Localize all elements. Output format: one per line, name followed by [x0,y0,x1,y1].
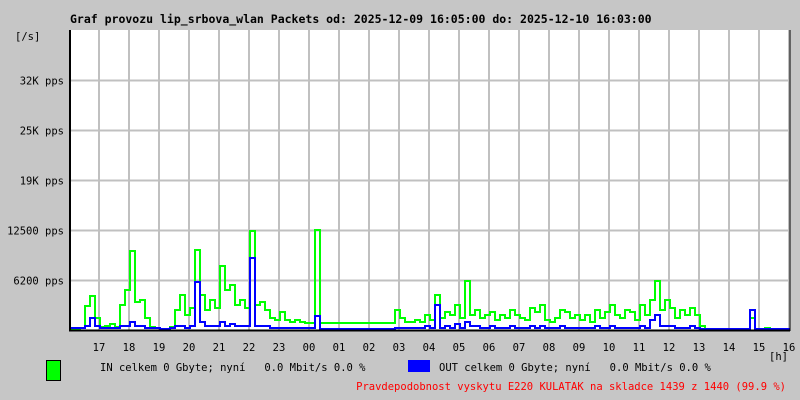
x-tick-label: 05 [453,342,466,354]
x-tick-label: 14 [723,342,736,354]
x-tick-label: 12 [663,342,676,354]
x-tick-label: 09 [573,342,586,354]
legend-out-label: OUT celkem 0 Gbyte; nyní 0.0 Mbit/s 0.0 … [439,362,712,374]
legend-in-swatch [46,360,61,381]
x-tick-label: 06 [483,342,496,354]
y-tick-label: 19K pps [20,176,64,188]
y-tick-labels: 6200 pps 12500 pps 19K pps 25K pps 32K pps [7,76,64,288]
x-tick-label: 00 [303,342,316,354]
x-tick-label: 17 [93,342,106,354]
x-tick-label: 11 [633,342,646,354]
y-tick-label: 6200 pps [13,276,64,288]
series-group [70,229,790,330]
x-tick-label: 01 [333,342,346,354]
y-tick-label: 25K pps [20,126,64,138]
chart-title: Graf provozu lip_srbova_wlan Packets od:… [70,12,652,27]
x-tick-label: 20 [183,342,196,354]
series-in-line [70,229,790,330]
x-tick-label: 22 [243,342,256,354]
legend-out-swatch [408,360,430,372]
x-tick-label: 07 [513,342,526,354]
x-tick-label: 08 [543,342,556,354]
x-tick-label: 15 [753,342,766,354]
x-tick-label: 10 [603,342,616,354]
x-tick-label: 13 [693,342,706,354]
series-out-line [70,257,790,330]
x-tick-label: 19 [153,342,166,354]
x-tick-label: 18 [123,342,136,354]
legend-in-label: IN celkem 0 Gbyte; nyní 0.0 Mbit/s 0.0 % [100,362,366,374]
grid [70,30,790,330]
x-tick-label: 03 [393,342,406,354]
x-tick-labels: 17 18 19 20 21 22 23 00 01 02 03 04 05 06 07 08 09 10 11 12… [93,342,796,354]
y-axis-unit: [/s] [15,31,40,43]
x-tick-label: 16 [783,342,796,354]
y-tick-label: 32K pps [20,76,64,88]
x-axis-unit: [h] [769,351,788,363]
x-tick-label: 02 [363,342,376,354]
x-tick-label: 23 [273,342,286,354]
y-tick-label: 12500 pps [7,226,64,238]
availability-note: Pravdepodobnost vyskytu E220 KULATAK na … [356,381,786,393]
x-tick-label: 04 [423,342,436,354]
x-tick-label: 21 [213,342,226,354]
